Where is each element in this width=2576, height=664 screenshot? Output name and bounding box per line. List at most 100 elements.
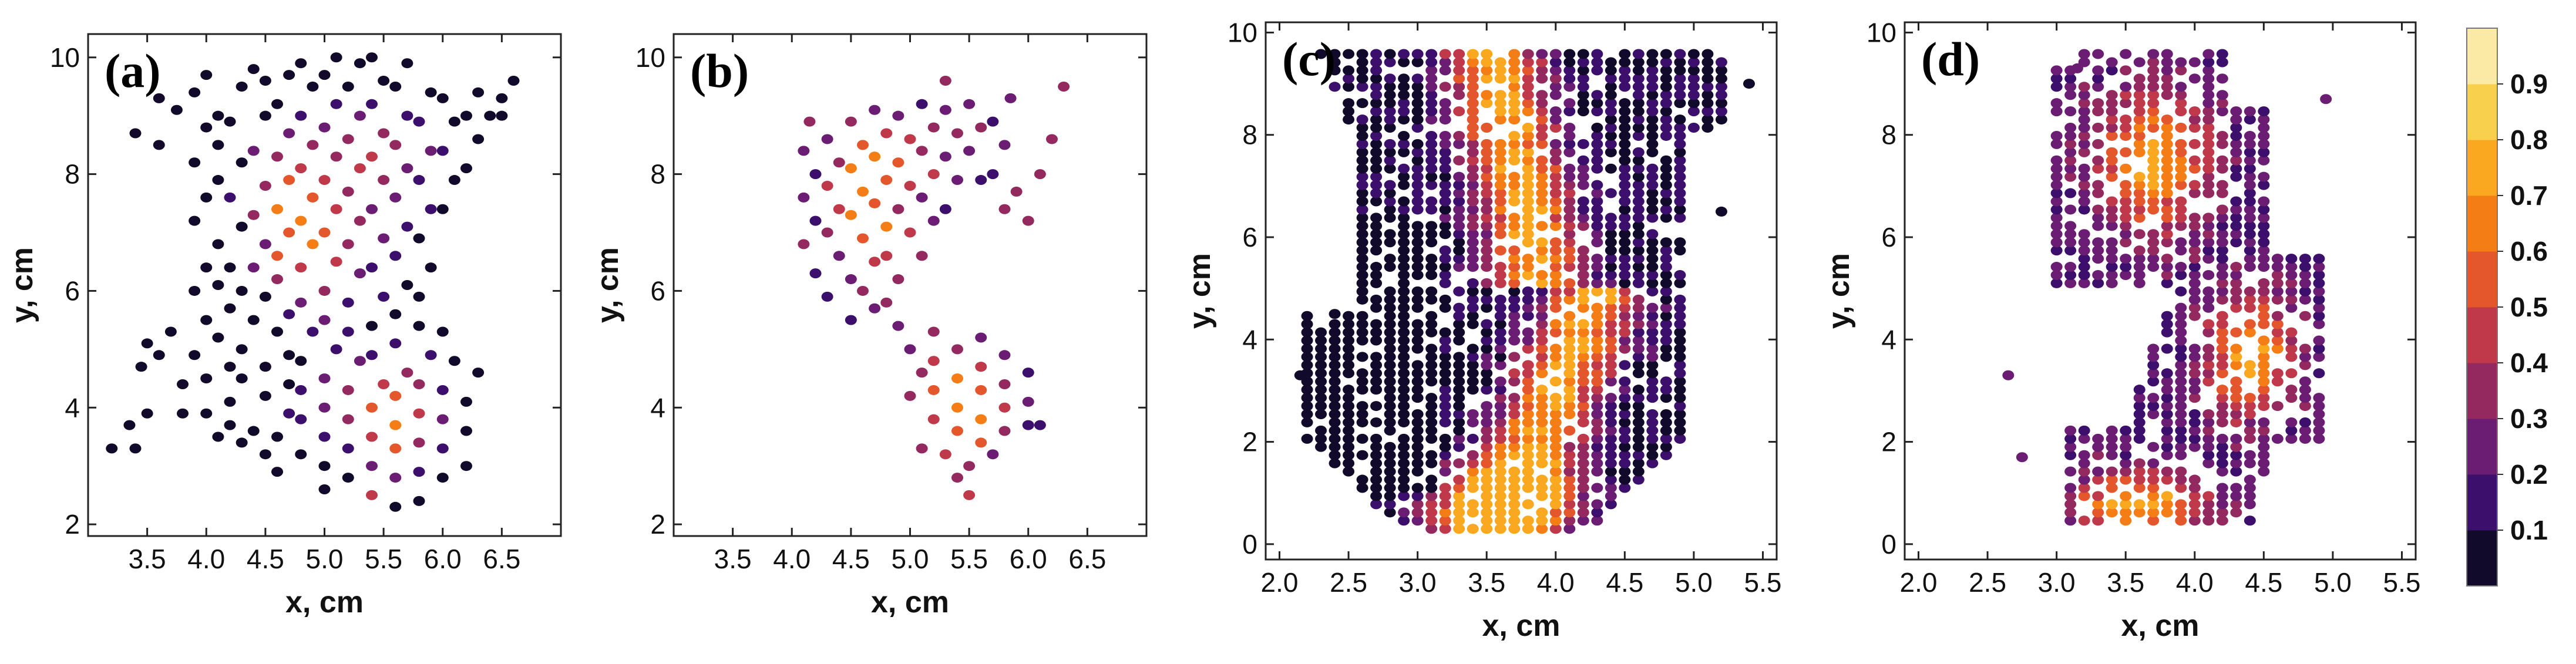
data-point bbox=[342, 385, 354, 395]
data-point bbox=[1425, 82, 1438, 92]
data-point bbox=[1522, 401, 1534, 412]
data-point bbox=[1632, 130, 1645, 141]
data-point bbox=[2244, 417, 2256, 427]
data-point bbox=[1494, 188, 1506, 198]
data-point bbox=[2002, 370, 2015, 380]
data-point bbox=[2106, 262, 2118, 272]
y-tick-label: 6 bbox=[1881, 222, 1896, 252]
data-point bbox=[1494, 278, 1506, 288]
data-point bbox=[1632, 393, 1645, 403]
y-tick-label: 4 bbox=[1881, 324, 1896, 355]
data-point bbox=[2230, 114, 2242, 125]
x-tick-label: 3.5 bbox=[714, 544, 752, 574]
data-point bbox=[2147, 90, 2160, 100]
data-point bbox=[1605, 123, 1617, 133]
data-point bbox=[212, 110, 224, 121]
data-point bbox=[2230, 196, 2242, 207]
data-point bbox=[153, 140, 165, 150]
data-point bbox=[1384, 204, 1396, 215]
data-point bbox=[1425, 327, 1438, 338]
data-point bbox=[1356, 57, 1368, 68]
data-point bbox=[845, 210, 857, 220]
data-point bbox=[200, 192, 213, 203]
data-point bbox=[2120, 507, 2132, 518]
data-point bbox=[1591, 433, 1603, 444]
data-point bbox=[2216, 466, 2228, 477]
data-point bbox=[2230, 458, 2242, 468]
data-point bbox=[2216, 483, 2228, 493]
data-point bbox=[2244, 147, 2256, 157]
data-point bbox=[1522, 180, 1534, 190]
data-point bbox=[1549, 106, 1562, 117]
data-point bbox=[1549, 82, 1562, 92]
data-point bbox=[283, 379, 295, 390]
data-point bbox=[1356, 474, 1368, 485]
data-point bbox=[2175, 376, 2187, 387]
data-point bbox=[1536, 352, 1548, 362]
data-point bbox=[1384, 401, 1396, 412]
data-point bbox=[1411, 82, 1424, 92]
data-point bbox=[366, 402, 378, 413]
data-point bbox=[366, 350, 378, 360]
data-point bbox=[1563, 221, 1576, 231]
data-point bbox=[413, 175, 425, 186]
data-point bbox=[1646, 335, 1659, 346]
data-point bbox=[1508, 499, 1521, 510]
data-point bbox=[939, 204, 951, 214]
data-point bbox=[1508, 433, 1521, 444]
data-point bbox=[2106, 466, 2118, 477]
data-point bbox=[1425, 114, 1438, 125]
data-point bbox=[1370, 417, 1383, 427]
data-point bbox=[1522, 130, 1534, 141]
data-point bbox=[2244, 286, 2256, 296]
data-point bbox=[1674, 302, 1686, 313]
data-point bbox=[1522, 425, 1534, 436]
y-tick-label: 10 bbox=[635, 42, 665, 73]
data-point bbox=[472, 87, 485, 97]
data-point bbox=[1660, 98, 1672, 109]
data-point bbox=[2230, 433, 2242, 444]
data-point bbox=[2161, 401, 2173, 412]
data-point bbox=[2258, 196, 2270, 207]
data-point bbox=[1370, 139, 1383, 149]
data-point bbox=[389, 420, 402, 430]
data-point bbox=[975, 362, 987, 372]
data-point bbox=[2106, 499, 2118, 510]
data-point bbox=[2050, 73, 2063, 84]
data-point bbox=[1398, 245, 1410, 256]
data-point bbox=[2050, 188, 2063, 198]
data-point bbox=[2216, 450, 2228, 460]
data-point bbox=[2258, 106, 2270, 117]
data-point bbox=[2202, 417, 2215, 427]
data-point bbox=[2230, 499, 2242, 510]
data-point bbox=[1481, 57, 1493, 68]
data-point bbox=[123, 420, 136, 430]
data-point bbox=[2078, 147, 2090, 157]
data-point bbox=[1494, 335, 1506, 346]
data-point bbox=[1660, 286, 1672, 296]
data-point bbox=[2064, 139, 2077, 149]
data-point bbox=[1329, 458, 1341, 468]
data-point bbox=[1536, 98, 1548, 109]
data-point bbox=[2106, 213, 2118, 223]
data-point bbox=[1494, 433, 1506, 444]
data-point bbox=[1370, 130, 1383, 141]
data-point bbox=[1315, 49, 1327, 59]
data-point bbox=[1370, 180, 1383, 190]
data-point bbox=[1619, 180, 1631, 190]
data-point bbox=[1674, 73, 1686, 84]
data-point bbox=[2106, 441, 2118, 452]
data-point bbox=[1411, 237, 1424, 248]
data-point bbox=[2202, 327, 2215, 338]
data-point bbox=[2216, 269, 2228, 280]
data-point bbox=[1370, 327, 1383, 338]
data-point bbox=[2202, 245, 2215, 256]
data-point bbox=[2064, 466, 2077, 477]
data-point bbox=[1563, 57, 1576, 68]
x-tick-label: 2.5 bbox=[1969, 567, 2006, 598]
colorbar-segment bbox=[2467, 307, 2497, 363]
data-point bbox=[916, 192, 928, 203]
data-point bbox=[1522, 139, 1534, 149]
data-point bbox=[2092, 204, 2104, 215]
data-point bbox=[2133, 433, 2145, 444]
